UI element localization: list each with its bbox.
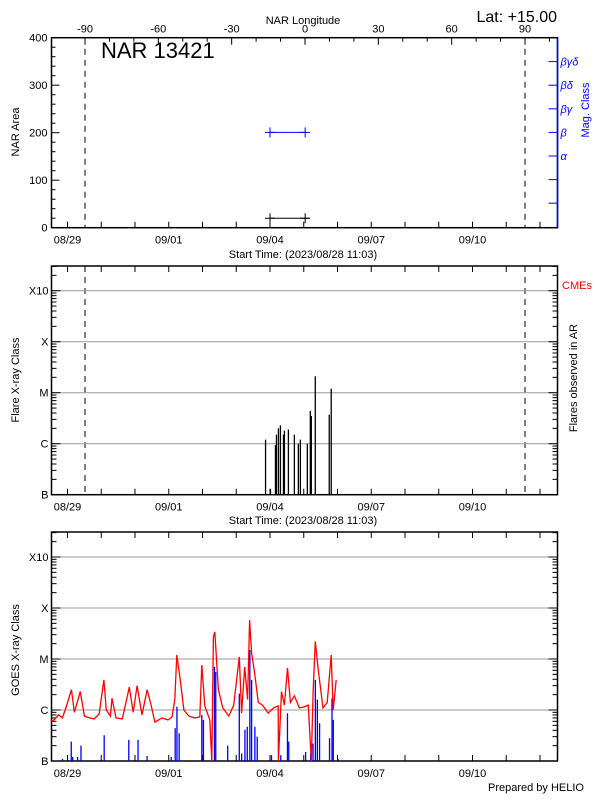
credit-label: Prepared by HELIO — [488, 782, 584, 794]
mag-class-label: α — [561, 151, 568, 163]
panel-frame — [50, 531, 559, 762]
y-tick-label: X — [41, 337, 49, 349]
y-tick-label: 100 — [29, 175, 47, 187]
x-tick-label: 09/07 — [357, 235, 385, 247]
y-tick-label: 200 — [29, 128, 47, 140]
mag-class-point — [300, 127, 311, 138]
longitude-tick-label: -60 — [150, 24, 166, 36]
panel3-ylabel: GOES X-ray Class — [10, 604, 22, 696]
mag-class-label: βγδ — [560, 57, 580, 69]
x-tick-label: 09/04 — [256, 768, 284, 780]
mag-class-point — [265, 127, 275, 138]
y-tick-label: X — [41, 603, 49, 615]
panel2-xlabel: Start Time: (2023/08/28 11:03) — [229, 515, 377, 527]
y-tick-label: X10 — [29, 552, 49, 564]
cme-label: CMEs — [562, 280, 592, 292]
mag-class-label: βδ — [560, 80, 574, 92]
x-tick-label: 09/01 — [155, 768, 183, 780]
panel-frame — [50, 265, 559, 496]
y-tick-label: M — [39, 654, 48, 666]
y-tick-label: 300 — [29, 80, 47, 92]
x-tick-label: 08/29 — [54, 768, 82, 780]
x-tick-label: 09/04 — [256, 235, 284, 247]
x-tick-label: 09/10 — [459, 235, 487, 247]
x-tick-label: 08/29 — [54, 235, 82, 247]
mag-class-label: βγ — [560, 104, 574, 116]
area-point — [300, 213, 311, 224]
longitude-tick-label: 60 — [446, 24, 458, 36]
panel1-ylabel: NAR Area — [10, 107, 22, 157]
longitude-tick-label: -90 — [77, 24, 93, 36]
panel1-y2label: Mag. Class — [580, 82, 592, 138]
y-tick-label: C — [41, 439, 49, 451]
y-tick-label: 400 — [29, 33, 47, 45]
longitude-tick-label: 30 — [372, 24, 384, 36]
area-point — [265, 213, 275, 224]
y-tick-label: M — [39, 388, 48, 400]
y-tick-label: B — [41, 756, 48, 768]
mag-class-label: β — [560, 127, 568, 139]
panel1-xlabel: Start Time: (2023/08/28 11:03) — [229, 249, 377, 261]
x-tick-label: 09/10 — [459, 502, 487, 514]
x-tick-label: 09/01 — [155, 502, 183, 514]
x-tick-label: 09/10 — [459, 768, 487, 780]
x-tick-label: 09/04 — [256, 502, 284, 514]
panel-2: 08/29 09/01 09/04 09/07 09/10 B C M X X10 — [29, 265, 559, 514]
longitude-axis-title: NAR Longitude — [266, 15, 341, 27]
x-tick-label: 09/07 — [357, 768, 385, 780]
x-tick-label: 08/29 — [54, 502, 82, 514]
x-tick-label: 09/07 — [357, 502, 385, 514]
x-tick-label: 09/01 — [155, 235, 183, 247]
panel-1: 08/29 09/01 09/04 09/07 09/100100200300400-9… — [29, 24, 579, 247]
panel2-ylabel: Flare X-ray Class — [10, 337, 22, 422]
panel2-y2label: Flares observed in AR — [568, 324, 580, 432]
y-tick-label: B — [41, 490, 48, 502]
y-tick-label: X10 — [29, 286, 49, 298]
longitude-tick-label: 0 — [302, 24, 308, 36]
latitude-label: Lat: +15.00 — [476, 9, 557, 26]
y-tick-label: C — [41, 705, 49, 717]
y-tick-label: 0 — [41, 223, 47, 235]
longitude-tick-label: -30 — [224, 24, 240, 36]
goes-long-line — [50, 620, 337, 762]
panel-3: 08/29 09/01 09/04 09/07 09/10 B C M X X10 — [29, 531, 559, 780]
longitude-tick-label: 90 — [519, 24, 531, 36]
